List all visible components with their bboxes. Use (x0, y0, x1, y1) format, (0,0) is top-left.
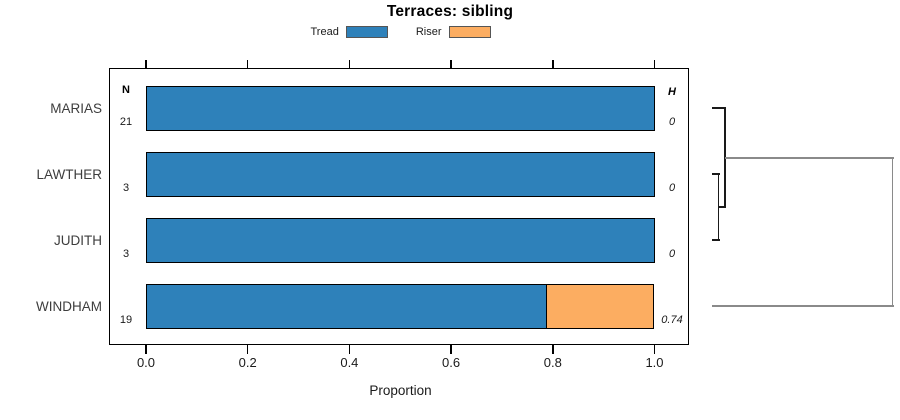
h-value: 0 (668, 247, 676, 260)
n-value: 3 (122, 247, 130, 260)
category-label: LAWTHER (36, 166, 102, 182)
x-axis-tick-label: 0.6 (442, 355, 461, 370)
h-value: 0 (668, 115, 676, 128)
bar-segment-tread (146, 152, 655, 197)
category-label: WINDHAM (36, 298, 102, 314)
n-value: 21 (119, 115, 133, 128)
bar-segment-tread (146, 86, 655, 131)
h-column-header: H (668, 86, 676, 98)
x-axis-tick-label: 0.0 (136, 355, 156, 370)
dendrogram-segment (891, 156, 894, 308)
bar-segment-riser (545, 284, 655, 329)
legend: Tread Riser (146, 26, 655, 38)
x-axis-tick-label: 0.8 (543, 355, 562, 370)
bar-segment-tread (146, 284, 548, 329)
h-value: 0 (668, 181, 676, 194)
category-label: MARIAS (50, 100, 102, 116)
x-axis-tick-top (145, 60, 147, 68)
x-axis-tick-top (653, 60, 656, 68)
category-label: JUDITH (54, 232, 102, 248)
dendrogram-segment (711, 305, 894, 308)
x-axis-tick-bottom (552, 345, 554, 354)
x-axis-tick-bottom (145, 345, 147, 354)
legend-swatch-riser (448, 26, 491, 38)
dendrogram-segment (711, 173, 720, 176)
x-axis-tick-top (450, 60, 452, 68)
n-value: 3 (122, 181, 130, 194)
x-axis-tick-bottom (246, 345, 249, 354)
x-axis-tick-top (246, 60, 249, 68)
bar-segment-tread (146, 218, 655, 263)
n-column-header: N (122, 84, 130, 96)
x-axis-tick-bottom (653, 345, 656, 354)
h-value: 0.74 (661, 313, 683, 326)
chart-title: Terraces: sibling (386, 3, 514, 20)
n-value: 19 (119, 313, 133, 326)
x-axis-tick-top (552, 60, 554, 68)
dendrogram-segment (711, 107, 727, 110)
legend-item-riser: Riser (416, 26, 491, 38)
x-axis-tick-label: 1.0 (645, 355, 664, 370)
dendrogram-segment (724, 156, 894, 159)
dendrogram-segment (711, 239, 720, 242)
legend-swatch-tread (345, 26, 388, 38)
legend-item-tread: Tread (311, 26, 388, 38)
x-axis-label: Proportion (369, 383, 432, 398)
x-axis-tick-bottom (348, 345, 351, 354)
x-axis-tick-bottom (450, 345, 452, 354)
x-axis-tick-top (348, 60, 351, 68)
x-axis-tick-label: 0.2 (238, 355, 257, 370)
legend-label-riser: Riser (415, 26, 442, 38)
x-axis-tick-label: 0.4 (340, 355, 359, 370)
legend-label-tread: Tread (310, 26, 339, 38)
dendrogram-segment (718, 206, 727, 209)
